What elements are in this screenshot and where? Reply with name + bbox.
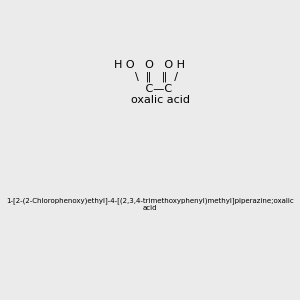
Text: H O   O   O H
    \  ‖   ‖  /
     C—C
      oxalic acid: H O O O H \ ‖ ‖ / C—C oxalic acid (110, 60, 190, 105)
Text: 1-[2-(2-Chlorophenoxy)ethyl]-4-[(2,3,4-trimethoxyphenyl)methyl]piperazine;oxalic: 1-[2-(2-Chlorophenoxy)ethyl]-4-[(2,3,4-t… (6, 197, 294, 211)
